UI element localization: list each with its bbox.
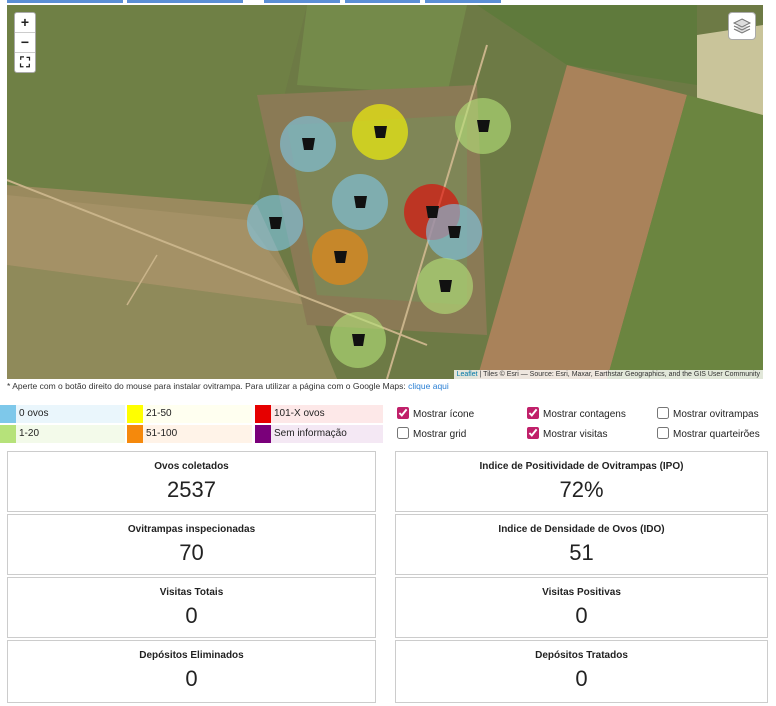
- map-image: [7, 5, 763, 379]
- trap-icons: [269, 120, 490, 346]
- option-label: Mostrar quarteirões: [673, 429, 760, 440]
- stat-label: Indice de Densidade de Ovos (IDO): [498, 524, 665, 535]
- legend-swatch: [127, 425, 143, 443]
- attribution-text: | Tiles © Esri — Source: Esri, Maxar, Ea…: [477, 371, 760, 378]
- stat-value: 72%: [559, 477, 604, 502]
- stat-label: Ovos coletados: [154, 461, 229, 472]
- option-label: Mostrar grid: [413, 429, 467, 440]
- legend-item: 51-100: [127, 425, 252, 443]
- layers-icon: [732, 18, 752, 34]
- stat-card: Indice de Positividade de Ovitrampas (IP…: [395, 451, 768, 512]
- option-checkbox[interactable]: [657, 427, 669, 439]
- stat-label: Ovitrampas inspecionadas: [127, 524, 256, 535]
- tab[interactable]: [127, 0, 243, 3]
- legend-label: 0 ovos: [19, 408, 49, 419]
- stat-label: Indice de Positividade de Ovitrampas (IP…: [479, 461, 684, 472]
- stat-card: Ovitrampas inspecionadas 70: [7, 514, 376, 575]
- zoom-in[interactable]: +: [15, 13, 35, 33]
- option[interactable]: Mostrar ícone: [397, 407, 474, 422]
- legend-label: 1-20: [19, 428, 40, 439]
- option[interactable]: Mostrar contagens: [527, 407, 626, 422]
- zoom-out[interactable]: −: [15, 33, 35, 53]
- legend-label: Sem informação: [274, 428, 347, 439]
- note: * Aperte com o botão direito do mouse pa…: [7, 381, 449, 391]
- tab[interactable]: [7, 0, 123, 3]
- note-link[interactable]: clique aqui: [408, 381, 449, 391]
- stat-label: Depósitos Eliminados: [139, 650, 244, 661]
- option-checkbox[interactable]: [397, 427, 409, 439]
- stat-label: Visitas Totais: [159, 587, 224, 598]
- option-label: Mostrar visitas: [543, 429, 608, 440]
- stat-card: Indice de Densidade de Ovos (IDO) 51: [395, 514, 768, 575]
- option[interactable]: Mostrar ovitrampas: [657, 407, 759, 422]
- legend-label: 21-50: [146, 408, 172, 419]
- stat-value: 51: [569, 540, 594, 565]
- option[interactable]: Mostrar grid: [397, 427, 466, 442]
- fullscreen[interactable]: ⛶: [20, 54, 30, 70]
- legend-swatch: [255, 405, 271, 423]
- layers-control[interactable]: [728, 12, 756, 40]
- stat-value: 0: [185, 603, 198, 628]
- map[interactable]: + − ⛶ Leaflet | Tiles © Esri — Source: E…: [7, 5, 763, 379]
- attribution-link[interactable]: Leaflet: [456, 371, 478, 378]
- attribution: Leaflet | Tiles © Esri — Source: Esri, M…: [453, 370, 763, 379]
- tab[interactable]: [345, 0, 420, 3]
- legend-item: 0 ovos: [0, 405, 125, 423]
- option-checkbox[interactable]: [527, 407, 539, 419]
- tab[interactable]: [264, 0, 340, 3]
- legend-item: 21-50: [127, 405, 252, 423]
- legend-item: Sem informação: [255, 425, 383, 443]
- legend-item: 101-X ovos: [255, 405, 383, 423]
- stat-value: 0: [575, 666, 588, 691]
- tab[interactable]: [425, 0, 501, 3]
- stat-value: 2537: [167, 477, 216, 502]
- stat-card: Visitas Positivas 0: [395, 577, 768, 638]
- legend-item: 1-20: [0, 425, 125, 443]
- legend-swatch: [0, 405, 16, 423]
- stat-card: Ovos coletados 2537: [7, 451, 376, 512]
- legend-swatch: [255, 425, 271, 443]
- trap-markers: [247, 98, 511, 368]
- zoom-control: + − ⛶: [14, 12, 36, 73]
- stat-label: Depósitos Tratados: [535, 650, 628, 661]
- stat-value: 0: [575, 603, 588, 628]
- option-label: Mostrar contagens: [543, 409, 626, 420]
- note-text: * Aperte com o botão direito do mouse pa…: [7, 381, 406, 391]
- option[interactable]: Mostrar quarteirões: [657, 427, 760, 442]
- legend-label: 101-X ovos: [274, 408, 325, 419]
- stat-card: Depósitos Tratados 0: [395, 640, 768, 703]
- stat-card: Depósitos Eliminados 0: [7, 640, 376, 703]
- legend-swatch: [127, 405, 143, 423]
- option-checkbox[interactable]: [657, 407, 669, 419]
- option[interactable]: Mostrar visitas: [527, 427, 607, 442]
- stat-value: 70: [179, 540, 204, 565]
- option-label: Mostrar ovitrampas: [673, 409, 759, 420]
- stat-value: 0: [185, 666, 198, 691]
- option-checkbox[interactable]: [397, 407, 409, 419]
- option-label: Mostrar ícone: [413, 409, 475, 420]
- stat-card: Visitas Totais 0: [7, 577, 376, 638]
- option-checkbox[interactable]: [527, 427, 539, 439]
- legend-label: 51-100: [146, 428, 178, 439]
- legend-swatch: [0, 425, 16, 443]
- stat-label: Visitas Positivas: [542, 587, 621, 598]
